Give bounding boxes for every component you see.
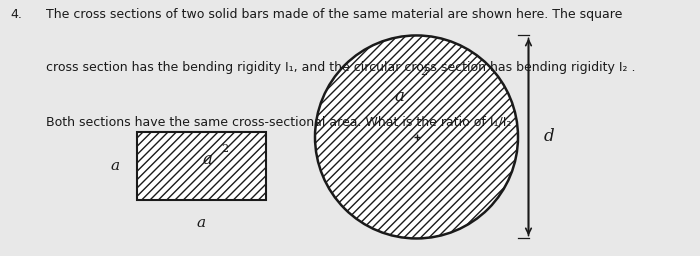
Text: Both sections have the same cross-sectional area. What is the ratio​ of I₁/I₂ .: Both sections have the same cross-sectio…: [46, 115, 519, 128]
Text: 2: 2: [420, 67, 427, 77]
Text: a: a: [111, 159, 120, 173]
Text: a: a: [394, 88, 404, 105]
Text: d: d: [544, 129, 554, 145]
Text: The cross sections of two solid bars made of the same material are shown here. T: The cross sections of two solid bars mad…: [46, 8, 622, 21]
Text: a: a: [203, 151, 213, 168]
Text: a: a: [197, 216, 206, 230]
Text: 2: 2: [221, 144, 228, 154]
Bar: [136, 132, 266, 200]
Text: 4.: 4.: [10, 8, 22, 21]
Ellipse shape: [315, 36, 518, 238]
Text: cross section has the bending rigidity I₁, and the circular cross section has be: cross section has the bending rigidity I…: [46, 61, 635, 74]
